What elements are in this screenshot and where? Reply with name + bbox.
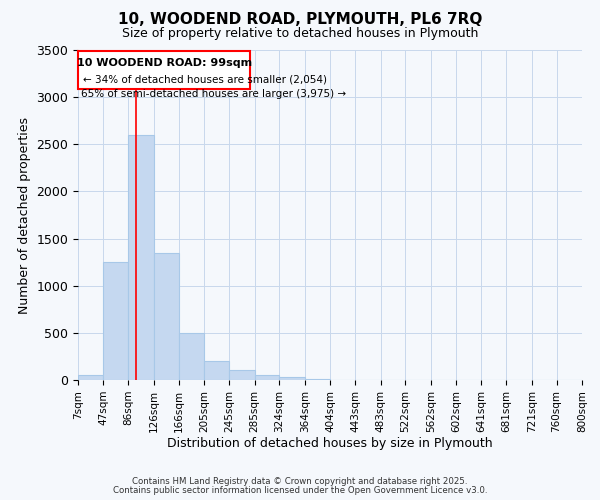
Text: Size of property relative to detached houses in Plymouth: Size of property relative to detached ho… — [122, 28, 478, 40]
Text: Contains HM Land Registry data © Crown copyright and database right 2025.: Contains HM Land Registry data © Crown c… — [132, 477, 468, 486]
Bar — [154, 252, 179, 380]
Bar — [103, 262, 128, 380]
Bar — [78, 376, 103, 380]
Bar — [280, 377, 305, 380]
Text: 10, WOODEND ROAD, PLYMOUTH, PL6 7RQ: 10, WOODEND ROAD, PLYMOUTH, PL6 7RQ — [118, 12, 482, 28]
Text: 65% of semi-detached houses are larger (3,975) →: 65% of semi-detached houses are larger (… — [80, 89, 346, 99]
Bar — [179, 333, 204, 380]
Text: 10 WOODEND ROAD: 99sqm: 10 WOODEND ROAD: 99sqm — [77, 58, 251, 68]
Text: Contains public sector information licensed under the Open Government Licence v3: Contains public sector information licen… — [113, 486, 487, 495]
FancyBboxPatch shape — [78, 51, 250, 88]
Bar — [305, 379, 331, 380]
X-axis label: Distribution of detached houses by size in Plymouth: Distribution of detached houses by size … — [167, 438, 493, 450]
Bar — [128, 135, 154, 380]
Bar — [204, 361, 229, 380]
Y-axis label: Number of detached properties: Number of detached properties — [18, 116, 31, 314]
Text: ← 34% of detached houses are smaller (2,054): ← 34% of detached houses are smaller (2,… — [83, 74, 327, 84]
Bar — [229, 370, 254, 380]
Bar — [254, 376, 280, 380]
